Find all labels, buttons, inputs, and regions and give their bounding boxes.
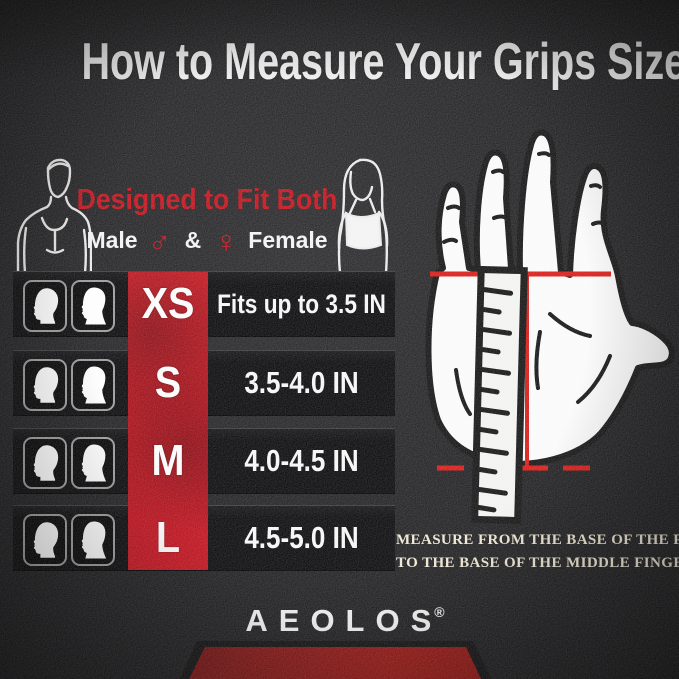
ampersand: &	[184, 227, 202, 253]
size-column: XS S M L	[128, 272, 208, 570]
male-head-icon	[23, 359, 67, 411]
male-symbol-icon: ♂	[147, 224, 172, 259]
size-label-l: L	[155, 513, 181, 562]
hand-measure-diagram	[425, 129, 675, 525]
female-head-icon	[71, 514, 115, 566]
female-head-icon	[71, 280, 115, 332]
registered-trademark: ®	[434, 604, 445, 620]
female-head-icon	[71, 437, 115, 489]
female-symbol-icon: ♀	[214, 224, 238, 259]
size-label-s: S	[154, 358, 182, 407]
size-range-xs: Fits up to 3.5 IN	[217, 288, 386, 319]
brand-name: AEOLOS	[245, 603, 443, 638]
measure-note-line1: MEASURE FROM THE BASE OF THE PALM	[396, 532, 679, 548]
male-head-icon	[23, 437, 67, 489]
size-range-l: 4.5-5.0 IN	[244, 520, 359, 555]
male-head-icon	[23, 280, 67, 332]
male-label: Male	[86, 227, 138, 253]
size-range-s: 3.5-4.0 IN	[244, 365, 359, 400]
hand-outline	[425, 129, 675, 467]
size-label-xs: XS	[141, 279, 195, 328]
brand-logo: AEOLOS®	[0, 603, 679, 639]
female-head-icon	[71, 359, 115, 411]
male-head-icon	[23, 514, 67, 566]
page-title: How to Measure Your Grips Size	[81, 33, 679, 91]
size-range-m: 4.0-4.5 IN	[244, 443, 359, 478]
fit-heading: Designed to Fit Both	[76, 184, 338, 216]
measure-note-line2: TO THE BASE OF THE MIDDLE FINGER	[396, 555, 679, 571]
fit-gender-line: Male ♂ & ♀ Female	[0, 224, 414, 260]
ruler-icon	[471, 265, 528, 525]
size-label-m: M	[151, 436, 185, 485]
female-label: Female	[248, 227, 328, 253]
measure-note: MEASURE FROM THE BASE OF THE PALM TO THE…	[396, 529, 679, 575]
